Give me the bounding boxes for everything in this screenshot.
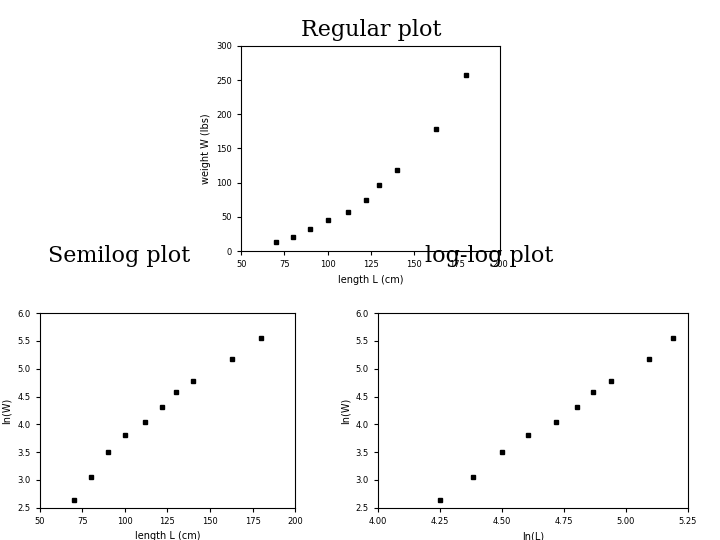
- Text: Semilog plot: Semilog plot: [48, 245, 190, 267]
- Text: Regular plot: Regular plot: [300, 19, 441, 41]
- Y-axis label: weight W (lbs): weight W (lbs): [201, 113, 211, 184]
- X-axis label: ln(L): ln(L): [522, 531, 544, 540]
- Y-axis label: ln(W): ln(W): [1, 397, 12, 423]
- X-axis label: length L (cm): length L (cm): [135, 531, 200, 540]
- Y-axis label: ln(W): ln(W): [340, 397, 350, 423]
- X-axis label: length L (cm): length L (cm): [338, 275, 403, 285]
- Text: log-log plot: log-log plot: [426, 245, 554, 267]
